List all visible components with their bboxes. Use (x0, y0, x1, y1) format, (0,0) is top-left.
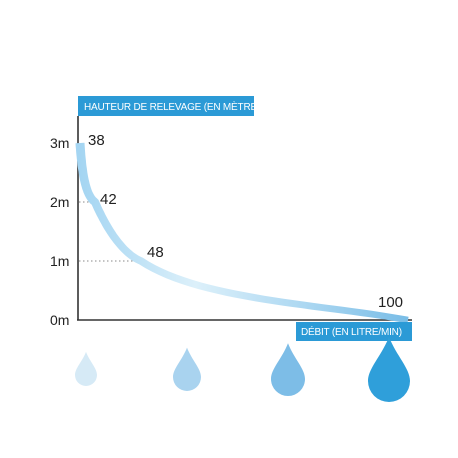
x-axis-title-text: DÉBIT (EN LITRE/MIN) (301, 325, 402, 338)
data-label-48: 48 (147, 244, 164, 261)
data-label-38: 38 (88, 132, 105, 149)
flow-curve (75, 142, 409, 324)
data-label-42: 42 (100, 191, 117, 208)
water-drop-small-icon (75, 351, 97, 386)
water-drop-large-icon (271, 343, 305, 396)
y-tick-label: 0m (50, 312, 69, 328)
y-tick-labels: 0m 1m 2m 3m (50, 135, 69, 328)
water-drop-xlarge-icon (368, 336, 410, 402)
water-drops (75, 336, 410, 402)
x-axis-title: DÉBIT (EN LITRE/MIN) (296, 322, 412, 341)
y-tick-label: 1m (50, 253, 69, 269)
data-label-100: 100 (378, 294, 403, 311)
y-tick-label: 2m (50, 194, 69, 210)
water-drop-medium-icon (173, 347, 201, 391)
y-axis-title: HAUTEUR DE RELEVAGE (EN MÈTRE) (78, 96, 260, 116)
y-axis-title-text: HAUTEUR DE RELEVAGE (EN MÈTRE) (84, 100, 260, 113)
data-labels: 38 42 48 100 (88, 132, 403, 311)
y-tick-label: 3m (50, 135, 69, 151)
